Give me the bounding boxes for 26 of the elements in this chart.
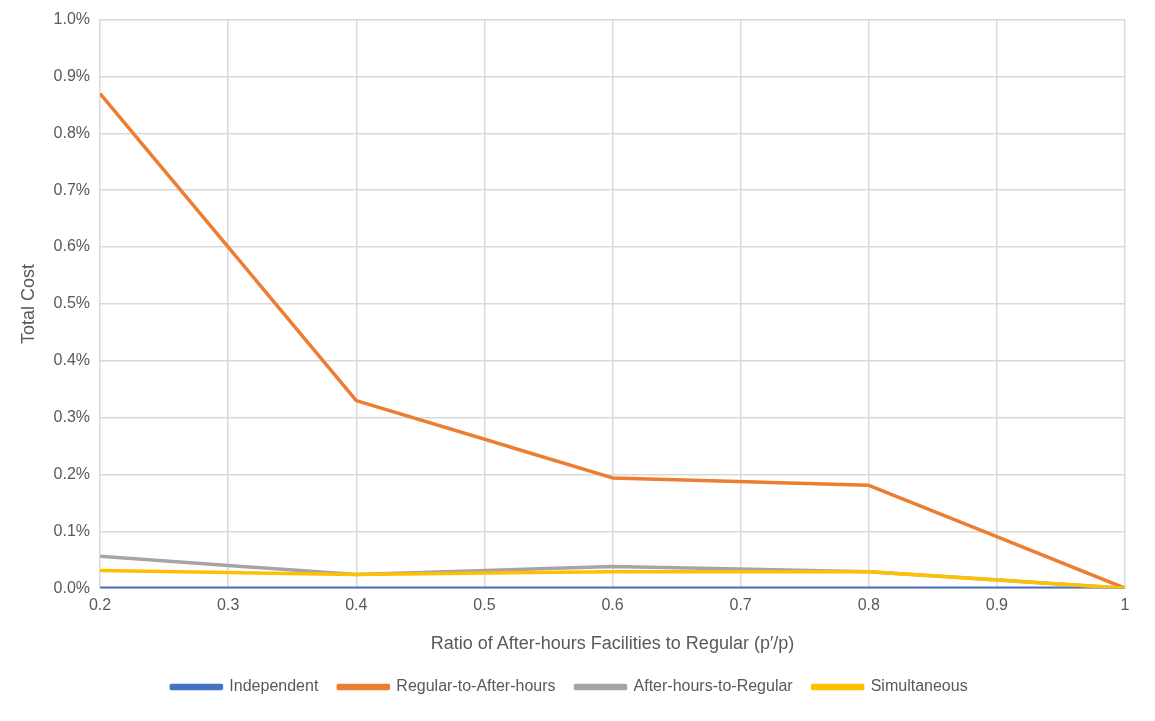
- legend-label: Independent: [229, 677, 319, 695]
- x-tick-label: 0.9: [985, 596, 1009, 614]
- x-tick-label: 0.6: [601, 596, 624, 614]
- y-tick-label: 0.7%: [53, 180, 91, 198]
- x-tick-label: 1: [1120, 596, 1130, 614]
- y-axis-title: Total Cost: [17, 263, 38, 344]
- legend-label: After-hours-to-Regular: [633, 677, 794, 695]
- x-tick-label: 0.5: [473, 596, 496, 614]
- legend-label: Simultaneous: [870, 677, 968, 695]
- legend-label: Regular-to-After-hours: [396, 677, 556, 695]
- y-tick-label: 0.2%: [53, 464, 91, 482]
- y-tick-label: 0.5%: [53, 294, 91, 312]
- y-tick-label: 0.8%: [53, 123, 91, 141]
- y-tick-label: 0.6%: [53, 237, 91, 255]
- y-tick-label: 1.0%: [53, 10, 91, 28]
- x-tick-label: 0.8: [857, 596, 880, 614]
- y-tick-label: 0.4%: [53, 351, 91, 369]
- x-tick-label: 0.7: [729, 596, 752, 614]
- x-axis-title: Ratio of After-hours Facilities to Regular (p′/p): [430, 633, 795, 654]
- y-tick-label: 0.0%: [53, 578, 91, 596]
- x-tick-label: 0.3: [217, 596, 240, 614]
- y-tick-label: 0.3%: [53, 408, 91, 426]
- y-tick-label: 0.9%: [53, 66, 91, 84]
- y-tick-label: 0.1%: [53, 521, 91, 539]
- x-tick-label: 0.2: [88, 596, 112, 614]
- x-tick-label: 0.4: [345, 596, 368, 614]
